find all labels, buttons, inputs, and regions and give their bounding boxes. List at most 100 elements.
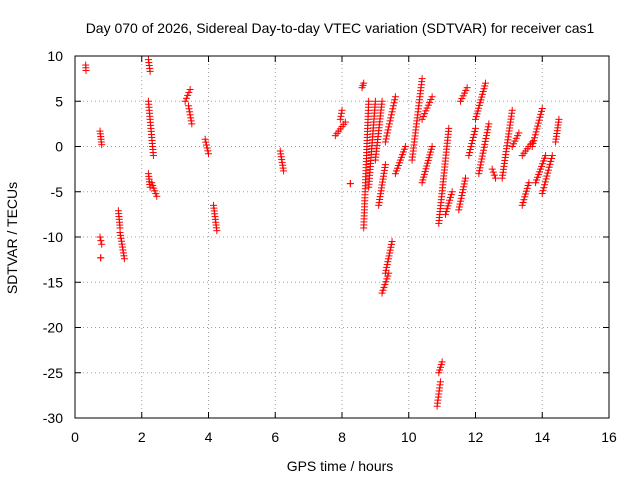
data-point	[201, 135, 209, 143]
data-point	[390, 99, 398, 107]
data-point	[382, 278, 390, 286]
data-point	[445, 124, 453, 132]
x-tick-label: 16	[601, 429, 617, 445]
data-point	[555, 115, 563, 123]
data-point	[97, 237, 105, 245]
data-point	[187, 117, 195, 125]
data-point	[82, 66, 90, 74]
data-point	[428, 143, 436, 150]
data-point	[534, 119, 542, 127]
data-point	[456, 200, 464, 208]
data-point	[542, 152, 550, 160]
y-tick-label: 0	[55, 139, 63, 155]
data-point	[457, 197, 465, 205]
data-point	[466, 149, 474, 157]
data-point	[384, 258, 392, 266]
data-point	[379, 286, 387, 294]
x-tick-labels: 0 2 4 6 8 10 12 14 16	[71, 429, 617, 445]
data-point	[384, 126, 392, 134]
data-point	[469, 133, 477, 141]
data-point	[386, 246, 394, 254]
data-point	[508, 106, 516, 114]
data-point	[535, 116, 543, 124]
data-point	[530, 137, 538, 145]
data-point	[538, 104, 546, 112]
data-point	[382, 135, 390, 143]
data-point	[531, 134, 539, 142]
data-point	[98, 141, 106, 149]
data-point	[383, 263, 391, 271]
x-axis-label: GPS time / hours	[287, 458, 394, 474]
data-point	[378, 289, 386, 297]
y-tick-label: -30	[43, 410, 63, 426]
data-point	[346, 180, 354, 188]
data-point	[202, 141, 210, 149]
data-point	[280, 167, 288, 175]
data-point	[385, 252, 393, 260]
data-point	[188, 120, 196, 128]
data-point	[465, 152, 473, 160]
data-point	[388, 238, 396, 246]
data-point	[380, 283, 388, 291]
data-point	[371, 97, 379, 105]
data-point	[184, 102, 192, 110]
data-point	[466, 146, 474, 154]
data-point	[203, 144, 211, 152]
data-point	[477, 158, 485, 166]
data-point	[186, 85, 194, 93]
data-point	[185, 88, 193, 96]
data-points	[82, 56, 563, 410]
data-point	[476, 164, 484, 172]
data-point	[448, 188, 456, 196]
data-point	[436, 378, 444, 386]
data-point	[98, 240, 106, 248]
data-point	[460, 180, 468, 188]
data-point	[388, 108, 396, 116]
x-tick-label: 6	[271, 429, 279, 445]
data-point	[383, 129, 391, 137]
data-point	[492, 174, 500, 182]
data-point	[479, 149, 487, 157]
data-point	[539, 187, 547, 195]
data-point	[547, 157, 555, 165]
x-tick-label: 10	[401, 429, 417, 445]
data-point	[205, 150, 212, 158]
data-point	[383, 275, 391, 283]
data-point	[181, 97, 189, 105]
data-point	[384, 255, 392, 263]
x-tick-label: 8	[338, 429, 346, 445]
y-axis-label: SDTVAR / TECUs	[4, 182, 20, 294]
data-point	[541, 181, 549, 189]
x-tick-label: 0	[71, 429, 79, 445]
data-point	[149, 152, 157, 160]
data-point	[365, 97, 373, 105]
data-point	[475, 170, 483, 178]
data-point	[543, 172, 551, 180]
data-point	[459, 186, 467, 194]
data-point	[418, 75, 426, 83]
data-point	[544, 169, 552, 177]
data-point	[461, 177, 469, 185]
data-point	[477, 161, 485, 169]
data-point	[96, 233, 104, 241]
data-point	[360, 79, 368, 87]
data-point	[153, 192, 161, 200]
data-point	[534, 122, 542, 130]
data-point	[185, 105, 193, 113]
data-point	[482, 79, 490, 87]
data-point	[468, 139, 476, 147]
data-point	[546, 160, 554, 168]
data-point	[472, 124, 479, 132]
data-point	[537, 110, 545, 118]
chart-title: Day 070 of 2026, Sidereal Day-to-day VTE…	[86, 20, 595, 36]
data-point	[480, 143, 488, 151]
data-point	[187, 114, 195, 122]
data-point	[184, 91, 192, 99]
data-point	[528, 143, 536, 150]
data-point	[120, 255, 128, 263]
data-point	[387, 243, 395, 251]
y-tick-labels: 10 5 0 -5 -10 -15 -20 -25 -30	[43, 48, 63, 426]
data-point	[545, 163, 553, 171]
